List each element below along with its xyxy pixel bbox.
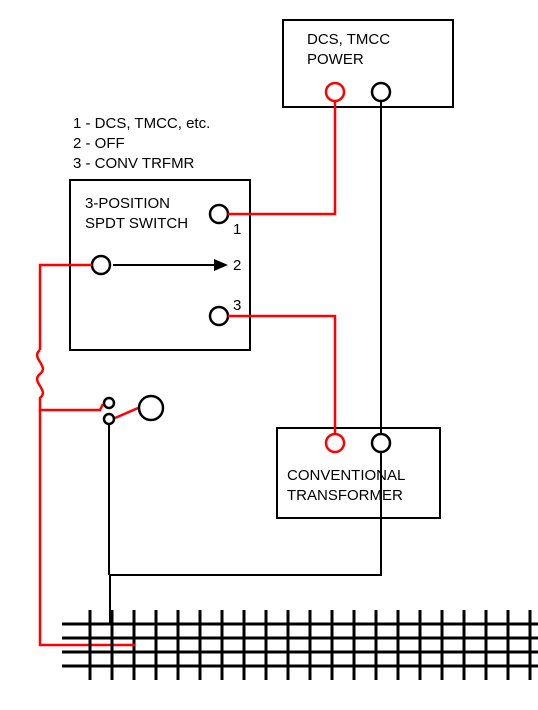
dcs-label-1: DCS, TMCC [307,31,390,48]
track-ties [90,610,530,680]
dcs-terminal-red [326,83,344,101]
conv-terminal-red [326,434,344,452]
wire-red-to-track [40,410,130,645]
legend-line-3: 3 - CONV TRFMR [73,155,195,172]
conv-label-1: CONVENTIONAL [287,467,405,484]
switch-terminal-1-label: 1 [233,221,241,238]
switch-label-1: 3-POSITION [85,195,170,212]
wire-red-fuse-squiggle [37,350,103,410]
switch-terminal-common [92,256,110,274]
switch-terminal-2-label: 2 [233,257,241,274]
conv-terminal-black [372,434,390,452]
wire-red-breaker-to-fuse [115,408,138,418]
switch-terminal-3 [210,307,228,325]
fuse-holder [139,396,163,420]
dcs-terminal-black [372,83,390,101]
legend-line-2: 2 - OFF [73,135,125,152]
switch-terminal-1 [210,205,228,223]
wiring-diagram: DCS, TMCC POWER 1 - DCS, TMCC, etc. 2 - … [0,0,538,710]
breaker-contact-top [104,398,114,408]
dcs-label-2: POWER [307,51,364,68]
switch-label-2: SPDT SWITCH [85,215,188,232]
breaker-contact-bottom [104,414,114,424]
legend-line-1: 1 - DCS, TMCC, etc. [73,115,210,132]
switch-terminal-3-label: 3 [233,297,241,314]
conv-label-2: TRANSFORMER [287,487,403,504]
